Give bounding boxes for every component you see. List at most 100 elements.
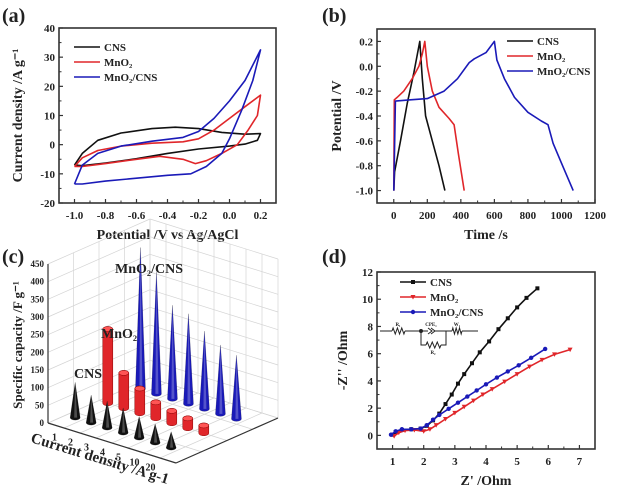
circuit-label: R₁: [395, 323, 401, 328]
series-MnO2: [73, 94, 262, 168]
y-tick-label: 200: [31, 347, 45, 357]
data-point: [527, 364, 533, 370]
bar-highlight: [170, 431, 174, 448]
data-point: [539, 357, 545, 363]
legend-marker: [411, 280, 415, 284]
data-point: [421, 429, 427, 434]
y-tick-label: 20: [44, 81, 56, 93]
x-axis-title: Z' /Ohm: [461, 474, 512, 489]
x-tick-label: 4: [100, 447, 105, 458]
y-tick-label: -0.4: [356, 111, 374, 123]
bar-cone-MnO2_CNS: [231, 355, 242, 422]
data-point: [567, 347, 573, 353]
y-tick-label: 0.0: [359, 61, 373, 73]
legend-marker: [410, 295, 416, 300]
data-point: [388, 432, 394, 437]
legend: CNS MnO₂ MnO₂/CNS: [400, 277, 483, 319]
x-tick-label: -0.6: [128, 210, 146, 222]
y-tick-label: 300: [31, 312, 45, 322]
data-point: [446, 406, 451, 412]
data-point: [418, 426, 423, 431]
data-point: [516, 363, 521, 368]
x-tick-label: 0.0: [223, 210, 237, 222]
legend-marker: [410, 309, 416, 315]
x-tick-label: 2: [421, 456, 427, 468]
bar-cone-CNS: [165, 430, 177, 451]
data-point: [443, 417, 449, 422]
data-point: [542, 346, 548, 352]
legend-label-MnO2: MnO₂: [430, 292, 459, 304]
panel-a: -1.0 -0.8 -0.6 -0.4 -0.2 0.0 0.2 -20 -10 0 10 20 30 4…: [11, 23, 277, 243]
legend-label-CNS: CNS: [430, 277, 452, 289]
bar-cone-CNS: [133, 416, 145, 441]
data-point: [483, 382, 489, 387]
circuit-label: CPE₁: [425, 323, 437, 328]
bar-cone-MnO2_CNS: [167, 305, 178, 402]
x-tick-label: -0.2: [190, 210, 208, 222]
legend-label-MnO2_CNS: MnO₂/CNS: [104, 72, 157, 84]
y-tick-label: 450: [31, 259, 45, 269]
y-tick-label: 10: [44, 111, 56, 123]
y-tick-label: 6: [368, 349, 374, 361]
bar-highlight: [219, 344, 223, 414]
bar-cylinder-top: [134, 385, 146, 392]
resistor-r1-icon: [391, 326, 406, 336]
bar-cone-CNS: [101, 401, 113, 431]
y-tick-label: 250: [31, 330, 45, 340]
legend-label-MnO2: MnO₂: [537, 51, 566, 63]
data-point: [514, 372, 520, 377]
x-tick-label: -0.8: [97, 210, 115, 222]
y-tick-label: 4: [368, 376, 374, 388]
bar-cylinder-top: [102, 326, 114, 332]
y-tick-label: -0.2: [356, 86, 374, 98]
axes: [47, 264, 279, 464]
y-tick-label: -20: [40, 198, 55, 210]
bar-highlight: [122, 407, 126, 433]
data-point: [469, 361, 474, 366]
data-point: [471, 398, 477, 404]
bar-cylinder-top: [118, 370, 130, 376]
panel-c: 0 50 100 150 200 250 300 350 400 450 Specific capa…: [10, 218, 279, 488]
data-point: [393, 429, 398, 434]
x-axis-title: Potential /V vs Ag/AgCl: [97, 228, 239, 243]
series-line-CNS: [393, 40, 446, 191]
warburg-w1-icon: [451, 326, 463, 336]
x-tick-label: 1: [390, 456, 396, 468]
y-tick-label: -0.6: [356, 136, 374, 148]
bar-cone-MnO2_CNS: [151, 271, 162, 397]
legend: CNS MnO₂ MnO₂/CNS: [507, 36, 590, 78]
x-tick-label: 20: [146, 462, 156, 473]
series-label-MnO2: MnO₂: [101, 327, 137, 342]
data-point: [524, 295, 529, 300]
data-point: [477, 350, 482, 355]
x-tick-label: -0.4: [159, 210, 177, 222]
cpe-icon: [421, 327, 446, 335]
x-tick-label: 3: [84, 442, 89, 453]
depth-axis-line: [175, 417, 279, 464]
data-point: [487, 339, 492, 344]
data-point: [502, 379, 508, 385]
bar-cone-CNS: [117, 407, 129, 436]
equivalent-circuit-inset: R₁ CPE₁ W₁ R₂: [380, 323, 478, 356]
bar-cylinder-top: [150, 399, 162, 406]
bar-highlight: [139, 247, 143, 389]
gridline: [124, 388, 253, 430]
bar-highlight: [235, 355, 239, 419]
data-point: [462, 372, 467, 377]
legend-label-MnO2: MnO₂: [104, 57, 133, 69]
data-point: [480, 392, 486, 398]
x-tick-label: 10: [130, 457, 140, 468]
x-tick-label: 0: [391, 210, 397, 222]
bar-cylinder-MnO2: [118, 370, 130, 411]
bar-cylinder-top: [198, 422, 210, 429]
grid: [47, 218, 279, 464]
y-tick-label: 350: [31, 294, 45, 304]
data-point: [552, 352, 558, 357]
x-tick-label: 1: [52, 432, 57, 443]
panel-label-a: (a): [2, 5, 25, 27]
circuit-label: W₁: [454, 323, 461, 328]
data-point: [496, 327, 501, 332]
series-MnO2_CNS: [388, 346, 548, 437]
x-tick-label: 4: [483, 456, 489, 468]
